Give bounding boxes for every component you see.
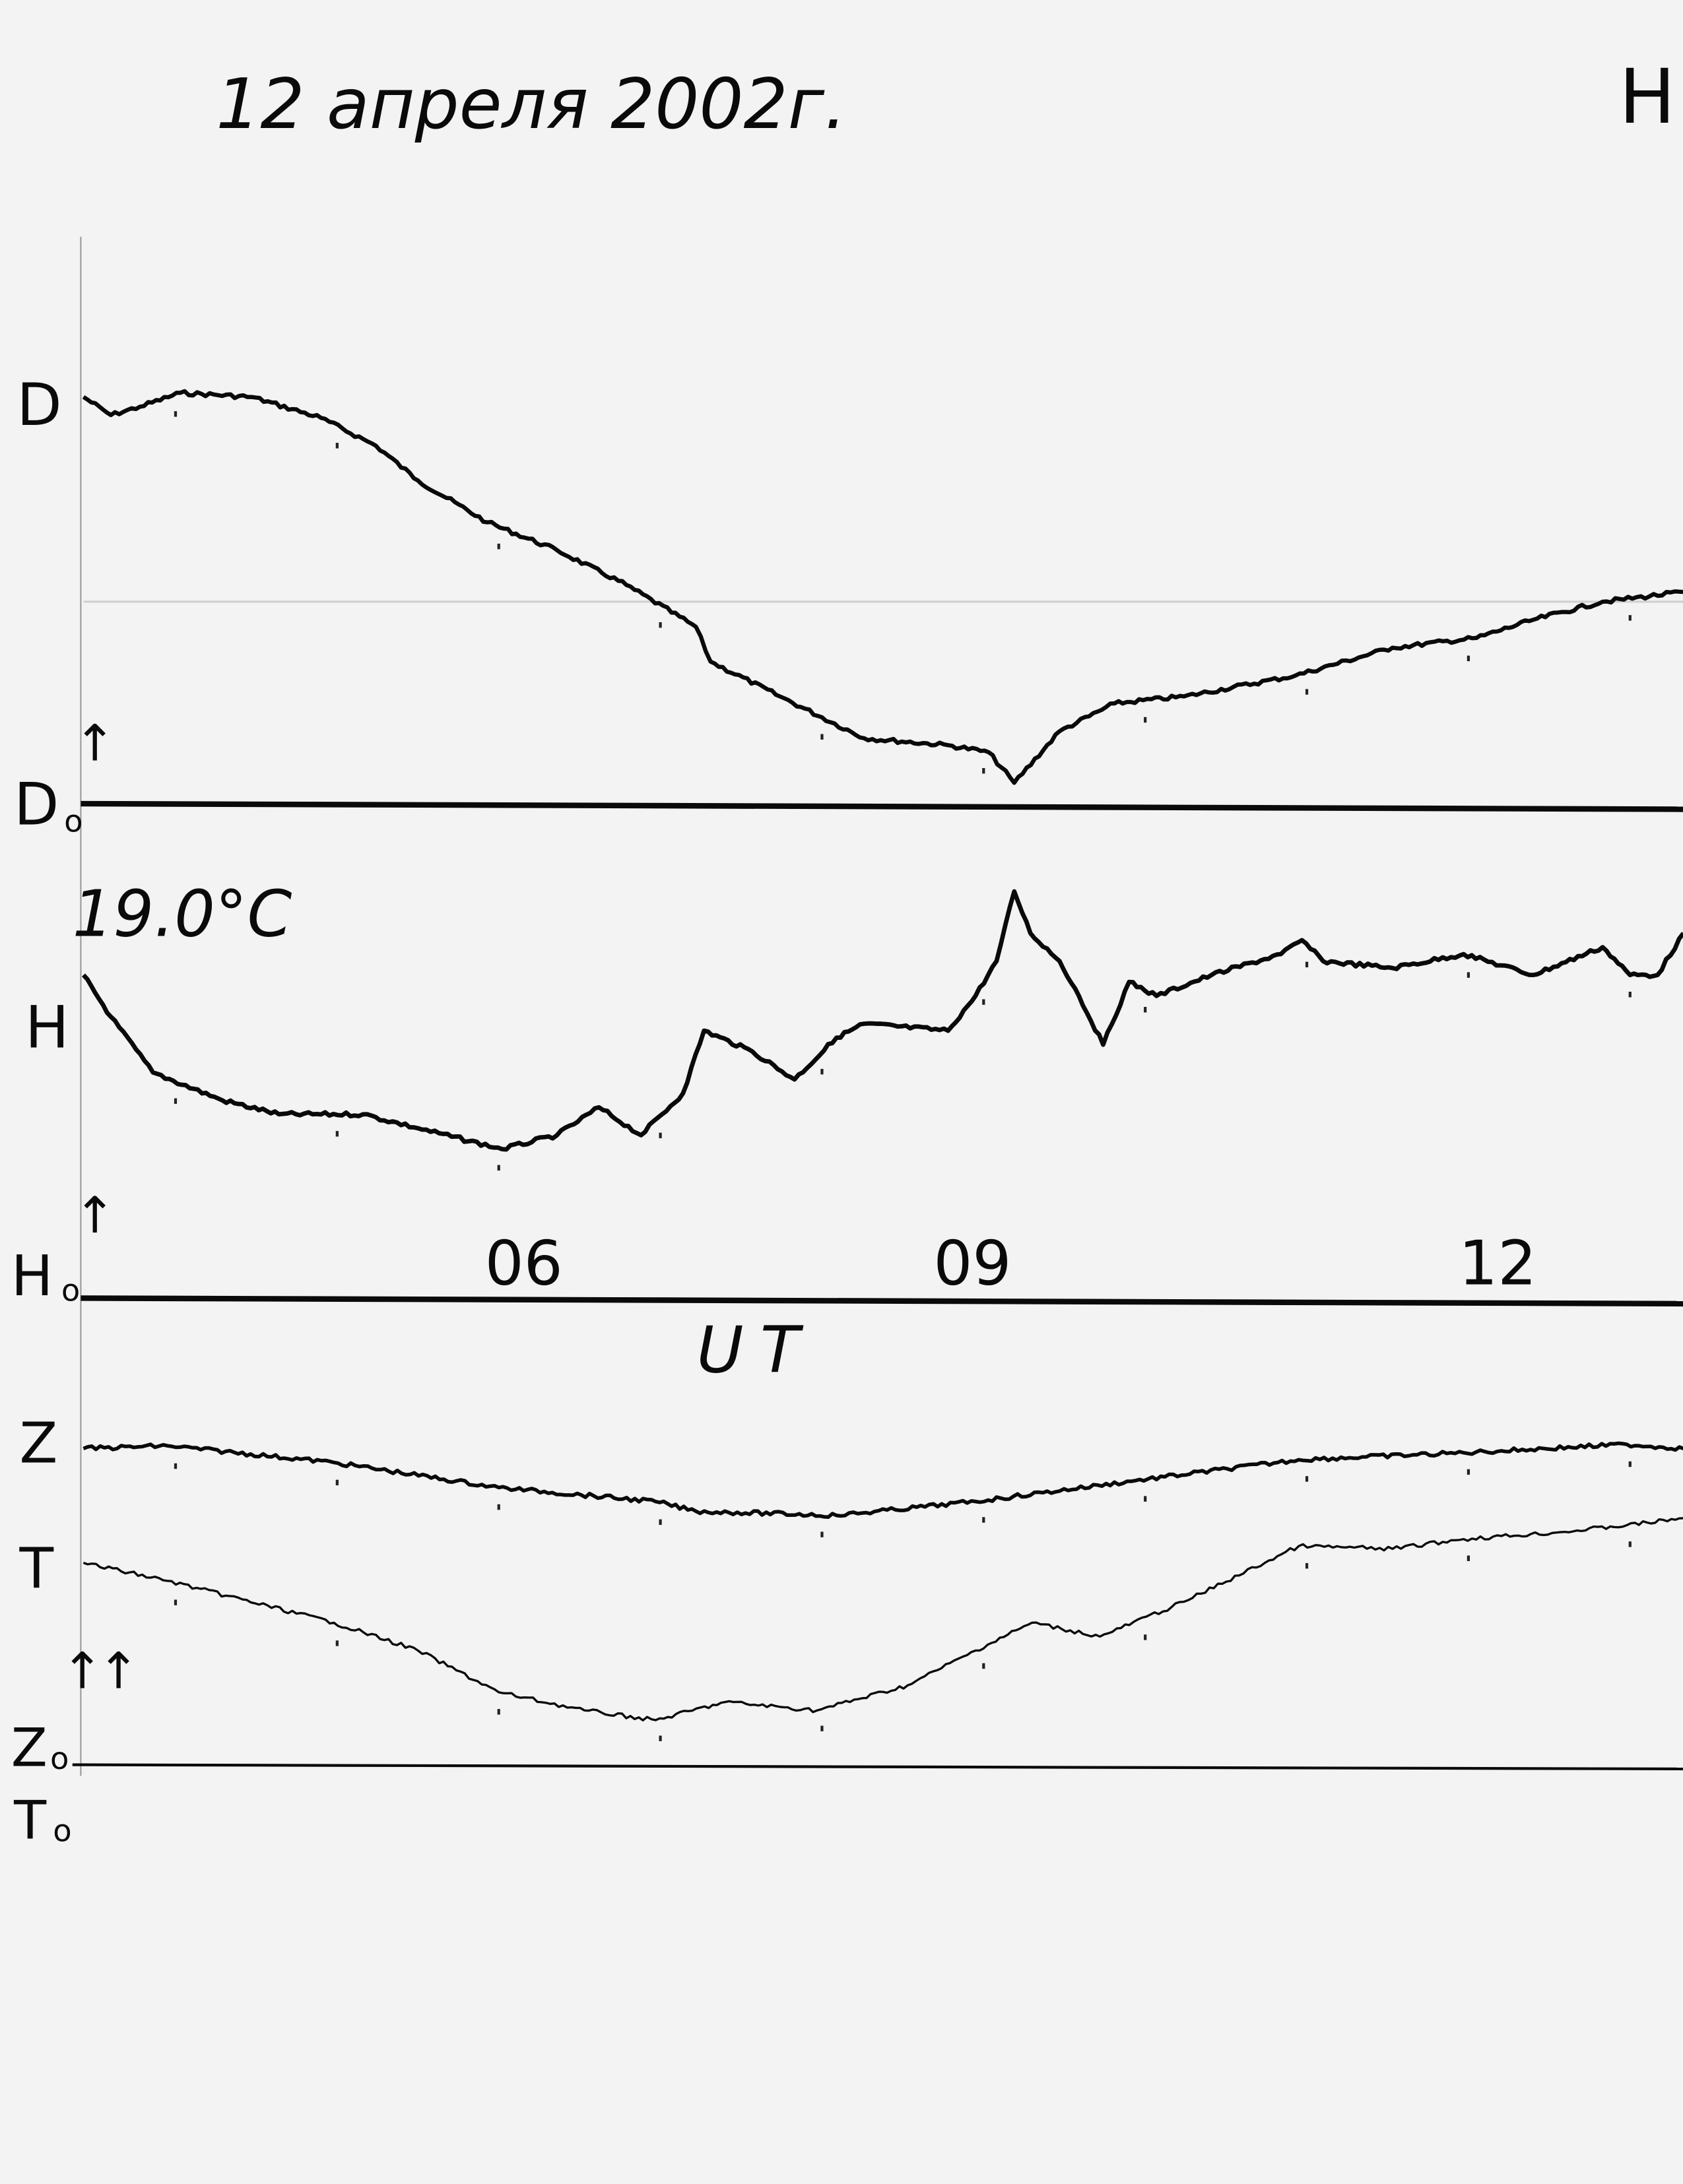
hour-mark-T-10 (1144, 1634, 1147, 1640)
label-D0: D (14, 771, 59, 839)
hour-mark-H-6 (497, 1165, 500, 1171)
label-D: D (16, 371, 61, 439)
hour-mark-T-7 (659, 1735, 662, 1741)
hour-mark-D-6 (497, 543, 500, 550)
hour-mark-T-11 (1305, 1562, 1309, 1569)
hour-mark-Z-4 (174, 1463, 178, 1469)
baseline-Z0-T0 (72, 1763, 1683, 1771)
corner-mark: Н (1619, 53, 1676, 141)
hour-mark-Z-7 (659, 1519, 662, 1526)
hour-mark-D-7 (659, 622, 662, 628)
label-H: H (25, 993, 69, 1061)
hour-mark-Z-12 (1467, 1469, 1470, 1475)
label-Z0-subscript: o (50, 1741, 69, 1776)
trace-H (81, 889, 1683, 1152)
trace-T (82, 1517, 1683, 1721)
temperature-note: 19.0°C (73, 877, 292, 951)
label-Z: Z (20, 1411, 58, 1476)
hour-mark-Z-6 (497, 1504, 500, 1510)
hour-mark-Z-5 (335, 1479, 339, 1486)
hour-mark-H-4 (174, 1098, 178, 1104)
hour-mark-D-11 (1305, 689, 1309, 695)
arrow-T-icon: ↑ (98, 1641, 140, 1700)
trace-Z (82, 1441, 1683, 1519)
hour-mark-Z-11 (1305, 1476, 1309, 1482)
hour-mark-D-5 (335, 443, 339, 449)
hour-mark-D-13 (1628, 615, 1632, 621)
hour-mark-H-13 (1628, 992, 1632, 998)
hour-mark-Z-9 (982, 1517, 985, 1523)
hour-mark-H-7 (659, 1132, 662, 1139)
hour-mark-T-5 (335, 1640, 339, 1646)
label-H0: H (11, 1244, 53, 1308)
chart-title: 12 апреля 2002г. (216, 63, 846, 145)
label-H0-subscript: o (61, 1273, 80, 1308)
hour-mark-Z-13 (1628, 1461, 1632, 1467)
hour-mark-H-10 (1144, 1007, 1147, 1013)
hour-mark-Z-8 (820, 1531, 824, 1537)
baseline-D0 (81, 800, 1683, 812)
x-tick-label-12: 12 (1459, 1227, 1536, 1299)
hour-mark-T-13 (1628, 1541, 1632, 1547)
hour-mark-H-9 (982, 999, 985, 1005)
hour-mark-D-12 (1467, 655, 1470, 662)
x-tick-label-09: 09 (933, 1227, 1011, 1299)
hour-mark-D-10 (1144, 717, 1147, 723)
baseline-H0 (81, 1295, 1683, 1307)
arrow-H-icon: ↑ (74, 1186, 116, 1244)
label-T0-subscript: o (53, 1813, 71, 1849)
hour-mark-T-6 (497, 1709, 500, 1715)
hour-mark-T-8 (820, 1725, 824, 1731)
hour-mark-H-11 (1305, 961, 1309, 968)
label-D0-subscript: o (64, 803, 82, 839)
hour-mark-T-4 (174, 1599, 178, 1605)
arrow-D-icon: ↑ (74, 714, 116, 773)
hour-mark-T-12 (1467, 1555, 1470, 1561)
label-T0: T (13, 1789, 47, 1851)
hour-mark-D-9 (982, 767, 985, 774)
hour-mark-H-12 (1467, 972, 1470, 978)
hour-mark-D-8 (820, 734, 824, 740)
hour-mark-H-5 (335, 1131, 339, 1137)
hour-mark-Z-10 (1144, 1496, 1147, 1502)
x-axis-label: UT (696, 1312, 816, 1387)
label-T: T (19, 1536, 54, 1601)
trace-D (82, 389, 1683, 785)
x-tick-label-06: 06 (485, 1227, 563, 1299)
hour-mark-D-4 (174, 411, 178, 417)
arrow-Z-icon: ↑ (61, 1641, 104, 1700)
hour-mark-H-8 (820, 1068, 824, 1075)
traces-group (81, 389, 1683, 1741)
label-Z0: Z (11, 1718, 48, 1779)
hour-mark-T-9 (982, 1663, 985, 1669)
